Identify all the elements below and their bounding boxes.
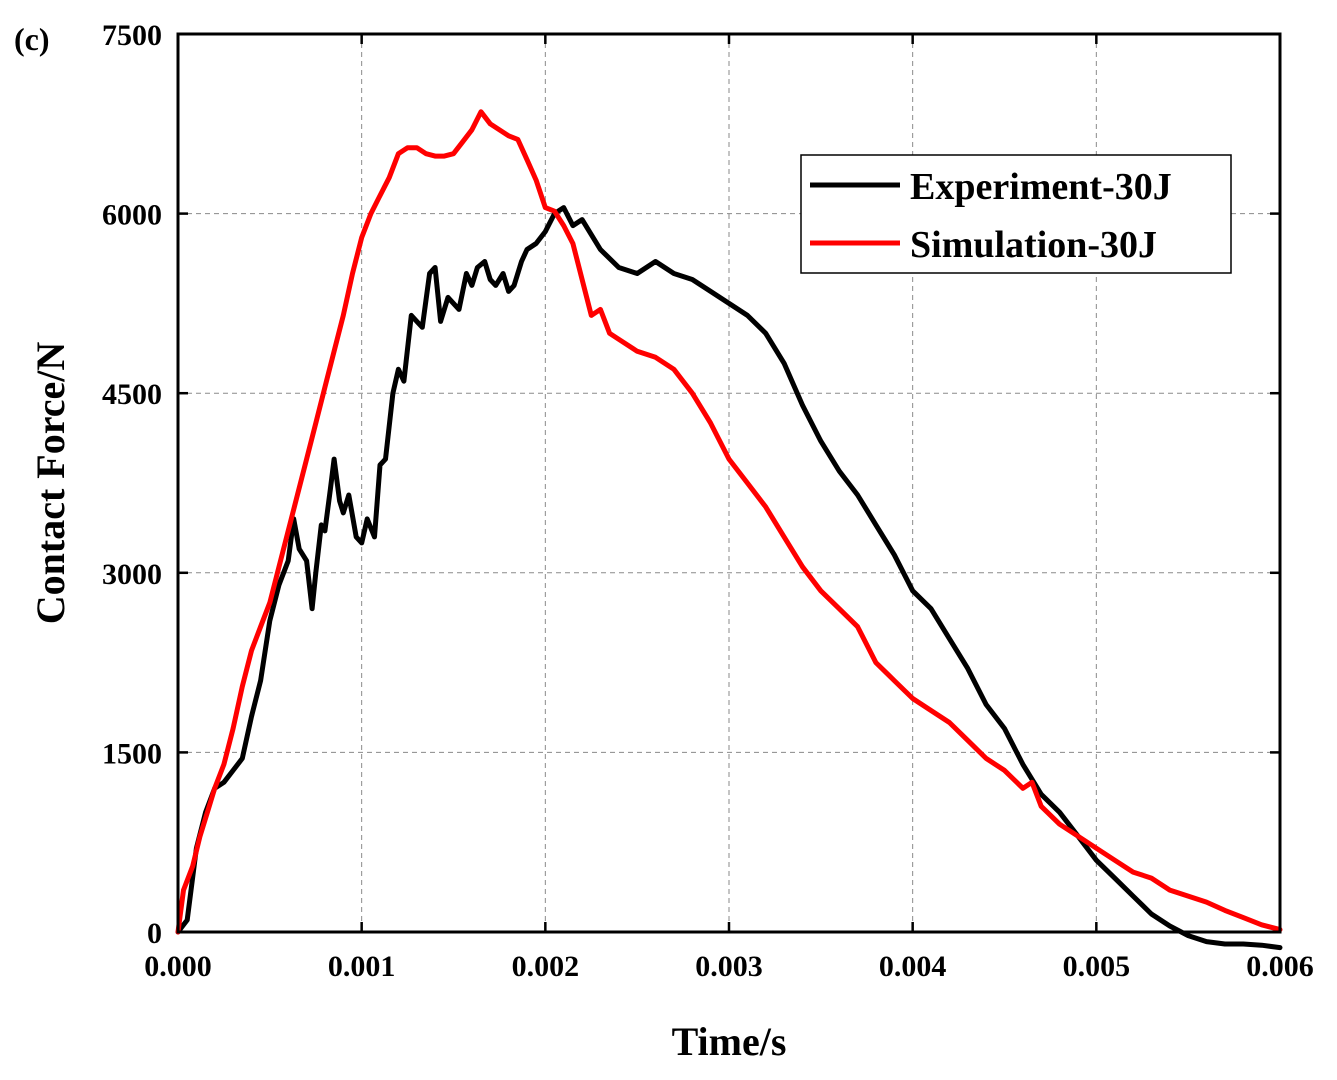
x-tick-label: 0.003	[695, 950, 763, 983]
legend-box	[800, 154, 1232, 274]
y-tick-label: 0	[147, 917, 162, 950]
y-tick-label: 6000	[102, 199, 162, 232]
y-axis-title: Contact Force/N	[28, 342, 73, 625]
x-tick-label: 0.000	[144, 950, 212, 983]
axis-ticks: 0.000 0.001 0.002 0.003 0.004 0.005 0.006 0 1500…	[102, 19, 1314, 983]
legend: Experiment-30J Simulation-30J	[800, 154, 1232, 274]
series-layer	[175, 109, 1283, 951]
x-tick-label: 0.006	[1246, 950, 1314, 983]
y-tick-label: 1500	[102, 737, 162, 770]
x-tick-label: 0.002	[512, 950, 580, 983]
x-tick-label: 0.005	[1063, 950, 1131, 983]
legend-label-simulation: Simulation-30J	[910, 224, 1157, 266]
series-line-experiment-30j	[175, 205, 1283, 951]
x-axis-title: Time/s	[672, 1019, 787, 1064]
panel-label: (c)	[14, 21, 50, 57]
y-tick-label: 4500	[102, 378, 162, 411]
x-tick-label: 0.004	[879, 950, 947, 983]
x-tick-label: 0.001	[328, 950, 396, 983]
legend-label-experiment: Experiment-30J	[910, 166, 1172, 208]
y-tick-label: 3000	[102, 558, 162, 591]
series-line-simulation-30j	[175, 109, 1283, 935]
y-tick-label: 7500	[102, 19, 162, 52]
